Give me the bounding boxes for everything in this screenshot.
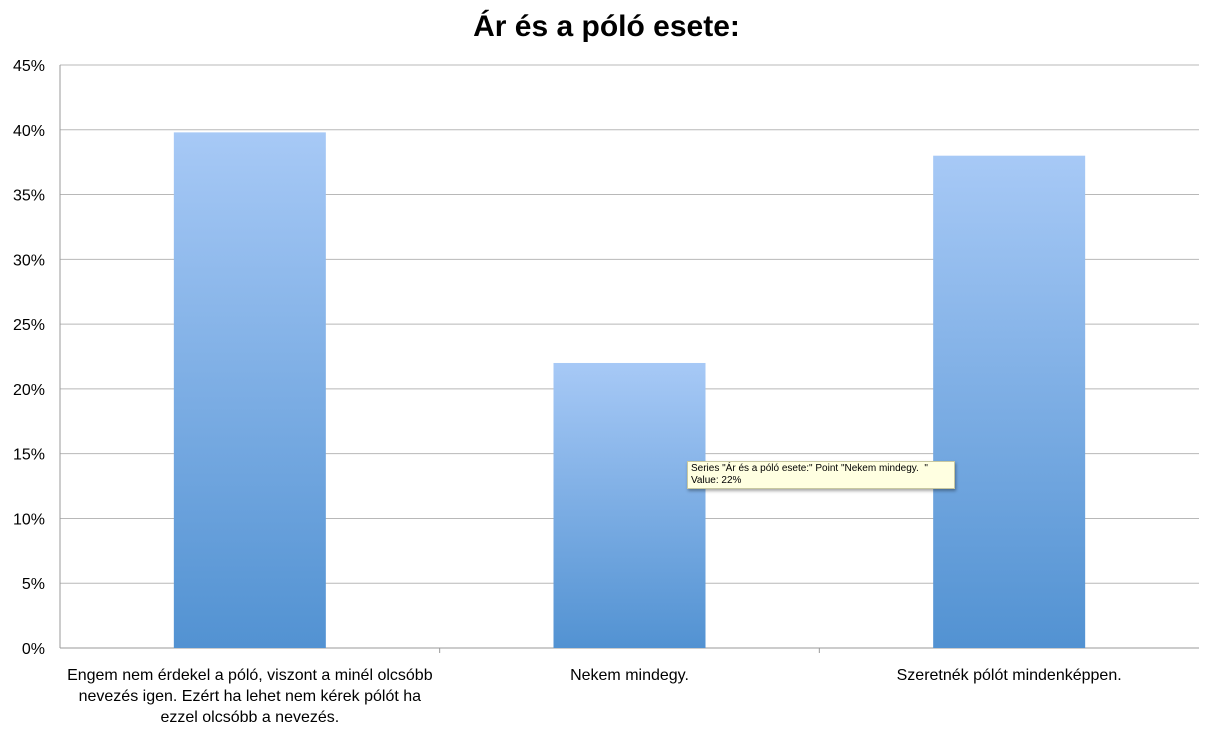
- bar[interactable]: [553, 362, 706, 648]
- y-tick-label: 45%: [13, 58, 45, 75]
- x-category-label: Engem nem érdekel a póló, viszont a miné…: [67, 667, 433, 726]
- y-tick-label: 30%: [13, 252, 45, 269]
- y-tick-label: 15%: [13, 447, 45, 464]
- y-tick-label: 5%: [22, 576, 45, 593]
- y-tick-label: 0%: [22, 641, 45, 658]
- data-point-tooltip: Series "Ár és a póló esete:" Point "Neke…: [687, 461, 955, 489]
- tooltip-series-line: Series "Ár és a póló esete:" Point "Neke…: [691, 463, 928, 474]
- x-category-label: Nekem mindegy.: [570, 667, 689, 684]
- y-tick-label: 10%: [13, 511, 45, 528]
- bar[interactable]: [933, 155, 1086, 648]
- y-tick-label: 40%: [13, 123, 45, 140]
- y-tick-label: 35%: [13, 188, 45, 205]
- chart-title: Ár és a póló esete:: [473, 10, 740, 43]
- y-tick-label: 25%: [13, 317, 45, 334]
- x-category-label: Szeretnék pólót mindenképpen.: [896, 667, 1122, 684]
- y-tick-label: 20%: [13, 382, 45, 399]
- tooltip-value-line: Value: 22%: [691, 475, 742, 486]
- bar[interactable]: [173, 132, 326, 648]
